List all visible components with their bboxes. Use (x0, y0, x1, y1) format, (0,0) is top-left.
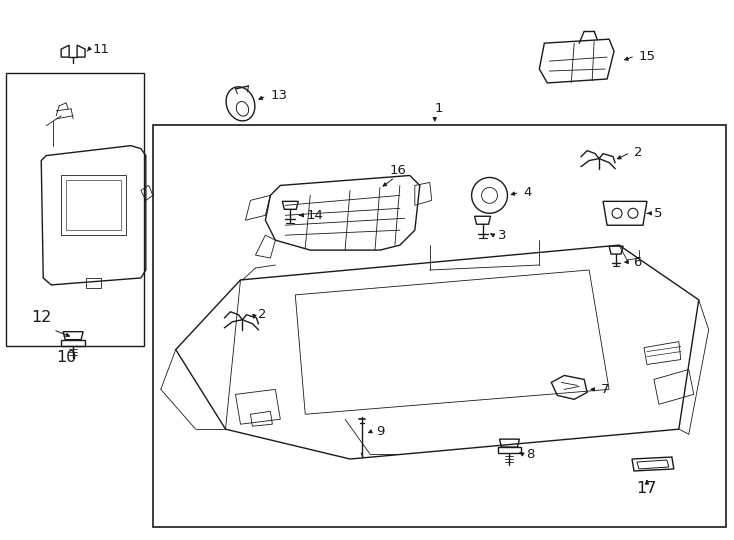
Text: 5: 5 (654, 207, 662, 220)
Text: 14: 14 (306, 209, 323, 222)
Text: 9: 9 (376, 424, 385, 437)
Bar (7, 73, 144, 346)
Text: 17: 17 (637, 481, 657, 496)
Text: 13: 13 (270, 90, 288, 103)
Text: 15: 15 (639, 50, 656, 63)
Text: 1: 1 (435, 103, 443, 116)
Text: 8: 8 (526, 448, 535, 461)
Text: 11: 11 (93, 43, 110, 56)
Bar (153, 125, 726, 526)
Text: 3: 3 (498, 228, 506, 242)
Text: 6: 6 (633, 255, 642, 268)
Text: 16: 16 (390, 164, 407, 177)
Text: 10: 10 (56, 350, 76, 365)
Bar (66, 180, 121, 230)
Text: 12: 12 (32, 310, 51, 325)
Text: 4: 4 (523, 186, 531, 199)
Text: 2: 2 (634, 146, 642, 159)
Bar (61, 176, 126, 235)
Text: 7: 7 (601, 383, 610, 396)
Text: 2: 2 (258, 308, 267, 321)
